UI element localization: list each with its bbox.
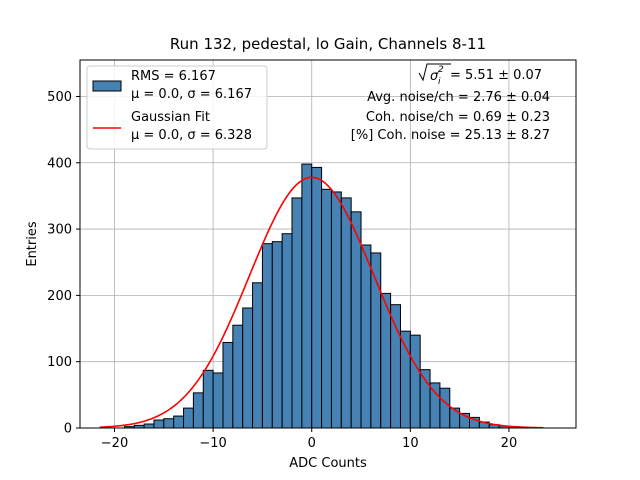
histogram-bar [439, 387, 451, 429]
histogram-bar [183, 407, 194, 429]
legend-histogram-swatch [92, 80, 122, 92]
y-axis-ticks: 0 100 200 300 400 500 [47, 90, 80, 437]
histogram-bar [340, 197, 352, 429]
x-tick-label: −20 [101, 436, 128, 451]
histogram-bar [429, 382, 441, 429]
histogram-bar [390, 304, 401, 429]
histogram-bar [212, 372, 224, 429]
legend-fit-name: Gaussian Fit [131, 110, 210, 125]
y-tick-label: 200 [47, 289, 72, 304]
histogram-bar [143, 423, 155, 429]
y-tick-label: 300 [47, 223, 72, 238]
noise-annotations: σ 2 i = 5.51 ± 0.07 Avg. noise/ch = 2.76… [351, 63, 550, 143]
histogram-bar [409, 334, 421, 429]
histogram-bar [261, 243, 273, 429]
histogram-bar [192, 392, 204, 429]
total-noise-symbol: σ 2 i [418, 63, 451, 87]
legend: RMS = 6.167 μ = 0.0, σ = 6.167 Gaussian … [86, 65, 268, 150]
histogram-bar [330, 191, 342, 429]
histogram-bar [232, 324, 244, 429]
coh-noise-text: Coh. noise/ch = 0.69 ± 0.23 [366, 110, 550, 125]
x-axis-ticks: −20 −10 0 10 20 [101, 428, 517, 451]
svg-text:σ: σ [430, 69, 439, 84]
y-tick-label: 500 [47, 90, 72, 105]
x-tick-label: 0 [308, 436, 316, 451]
histogram-bar [350, 211, 362, 429]
y-tick-label: 100 [47, 355, 72, 370]
x-tick-label: −10 [199, 436, 226, 451]
coh-noise-percent-text: [%] Coh. noise = 25.13 ± 8.27 [351, 128, 550, 143]
histogram-bar [311, 166, 323, 429]
histogram-bar [222, 341, 234, 429]
chart-title: Run 132, pedestal, lo Gain, Channels 8-1… [170, 35, 486, 53]
histogram-bar [291, 197, 303, 429]
avg-noise-text: Avg. noise/ch = 2.76 ± 0.04 [367, 90, 550, 105]
legend-hist-rms: RMS = 6.167 [131, 69, 216, 84]
histogram-bar [301, 163, 313, 429]
histogram-bar [321, 188, 332, 429]
legend-hist-params: μ = 0.0, σ = 6.167 [131, 87, 252, 102]
legend-box [86, 65, 268, 150]
histogram-bar [173, 415, 185, 429]
x-axis-label: ADC Counts [289, 456, 367, 471]
histogram-bar [252, 282, 263, 429]
svg-text:i: i [438, 77, 441, 87]
y-tick-label: 0 [64, 422, 72, 437]
histogram-bar [419, 369, 431, 429]
legend-fit-params: μ = 0.0, σ = 6.328 [131, 128, 252, 143]
x-tick-label: 10 [402, 436, 419, 451]
histogram-bar [360, 244, 372, 429]
svg-text:2: 2 [438, 65, 444, 75]
histogram-bar [163, 418, 175, 429]
plot-frame [79, 59, 577, 429]
histogram-bar [242, 307, 254, 429]
histogram-bar [271, 241, 283, 429]
total-noise-value: = 5.51 ± 0.07 [450, 68, 542, 83]
y-axis-label: Entries [25, 221, 40, 267]
histogram-bar [153, 419, 165, 429]
y-tick-label: 400 [47, 156, 72, 171]
x-tick-label: 20 [501, 436, 518, 451]
gaussian-fit-curve [99, 176, 544, 429]
histogram-bar [202, 369, 214, 429]
histogram-bar [281, 233, 293, 429]
